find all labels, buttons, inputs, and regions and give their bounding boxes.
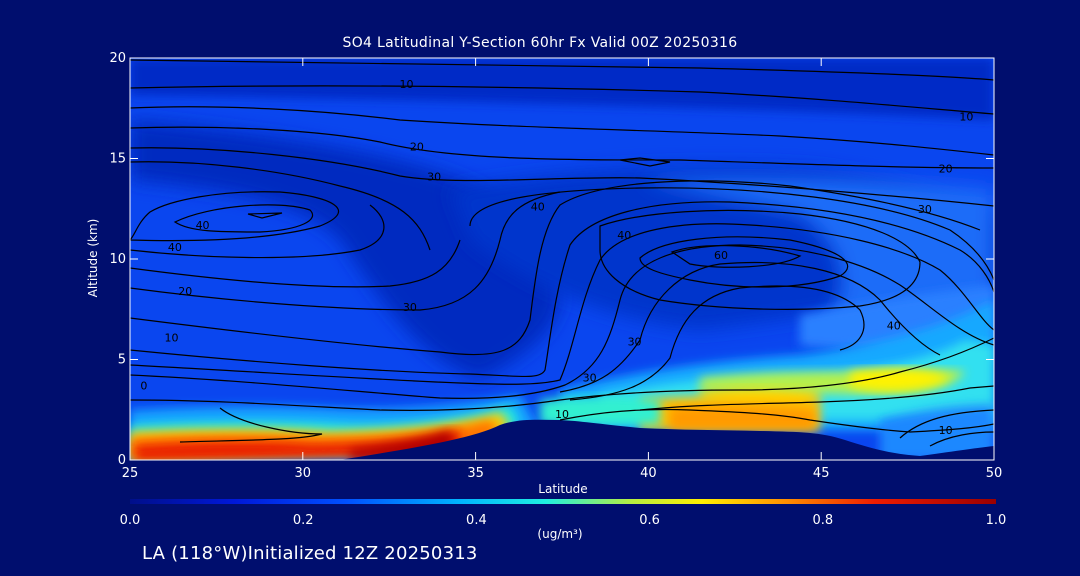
contour-label: 40 — [887, 319, 901, 332]
x-tick-label: 25 — [122, 466, 139, 481]
y-axis: 0 5 10 15 20 — [109, 51, 994, 468]
contour-lines — [130, 59, 994, 447]
contour-label: 30 — [427, 171, 441, 184]
contour-label: 20 — [178, 285, 192, 298]
contour-line — [559, 261, 941, 393]
contour-line — [130, 204, 385, 259]
contour-line — [173, 204, 313, 233]
contour-line — [899, 409, 994, 439]
contour-label: 20 — [939, 163, 953, 176]
colorbar-tick-label: 0.4 — [466, 513, 487, 528]
contour-label: 10 — [555, 408, 569, 421]
contour-label: 10 — [164, 331, 178, 344]
contour-label: 40 — [196, 219, 210, 232]
contour-label: 20 — [410, 140, 424, 153]
x-tick-label: 40 — [640, 466, 657, 481]
contour-label: 10 — [399, 78, 413, 91]
contour-label: 40 — [531, 201, 545, 214]
colorbar-tick-label: 0.8 — [812, 513, 833, 528]
x-axis: 25 30 35 40 45 50 — [122, 58, 1003, 481]
x-tick-label: 30 — [295, 466, 312, 481]
colorbar — [130, 499, 996, 504]
contour-line — [130, 161, 431, 251]
y-axis-title: Altitude (km) — [86, 218, 100, 298]
contour-line — [130, 147, 994, 207]
y-tick-label: 20 — [109, 51, 126, 66]
contour-line — [130, 337, 994, 411]
x-tick-label: 50 — [986, 466, 1003, 481]
contour-label: 30 — [403, 301, 417, 314]
contour-line — [559, 408, 994, 433]
contour-line — [130, 106, 994, 156]
contour-line — [179, 407, 323, 443]
contour-line — [639, 236, 849, 288]
colorbar-tick-label: 0.2 — [293, 513, 314, 528]
contour-labels: 10 10 20 20 30 30 30 40 40 40 40 60 20 10 0 30 30 10 10 40 — [140, 78, 973, 437]
concentration-field — [130, 58, 994, 460]
contour-label: 40 — [168, 241, 182, 254]
contour-line — [130, 201, 994, 378]
contour-label: 30 — [918, 203, 932, 216]
contour-line — [130, 191, 340, 242]
contour-line — [569, 285, 865, 401]
colorbar-axis: 0.0 0.2 0.4 0.6 0.8 1.0 — [120, 513, 1007, 528]
contour-line — [247, 212, 283, 219]
colorbar-tick-label: 0.6 — [639, 513, 660, 528]
footer-caption: LA (118°W)Initialized 12Z 20250313 — [142, 543, 478, 564]
contour-line — [929, 431, 994, 447]
contour-label: 30 — [628, 335, 642, 348]
colorbar-tick-label: 1.0 — [986, 513, 1007, 528]
contour-line — [469, 187, 994, 281]
y-tick-label: 10 — [109, 252, 126, 267]
contour-line — [130, 126, 994, 169]
contour-label: 30 — [583, 372, 597, 385]
contour-label: 40 — [617, 229, 631, 242]
colorbar-units: (ug/m³) — [537, 527, 583, 541]
contour-line — [639, 385, 994, 411]
contour-line — [130, 244, 994, 399]
contour-line — [619, 157, 671, 167]
y-tick-label: 5 — [118, 353, 126, 368]
y-tick-label: 0 — [118, 453, 126, 468]
contour-label: 10 — [959, 110, 973, 123]
contour-line — [130, 191, 561, 311]
contour-label: 60 — [714, 249, 728, 262]
contour-line — [670, 245, 802, 268]
colorbar-tick-label: 0.0 — [120, 513, 141, 528]
contour-label: 0 — [140, 380, 147, 393]
x-tick-label: 45 — [813, 466, 830, 481]
contour-line — [130, 239, 461, 288]
contour-line — [130, 85, 994, 115]
y-tick-label: 15 — [109, 152, 126, 167]
x-tick-label: 35 — [467, 466, 484, 481]
chart-title: SO4 Latitudinal Y-Section 60hr Fx Valid … — [342, 35, 738, 51]
contour-line — [130, 180, 981, 356]
contour-label: 10 — [939, 424, 953, 437]
x-axis-title: Latitude — [538, 482, 588, 496]
contour-line — [130, 59, 994, 81]
contour-line — [599, 209, 921, 310]
